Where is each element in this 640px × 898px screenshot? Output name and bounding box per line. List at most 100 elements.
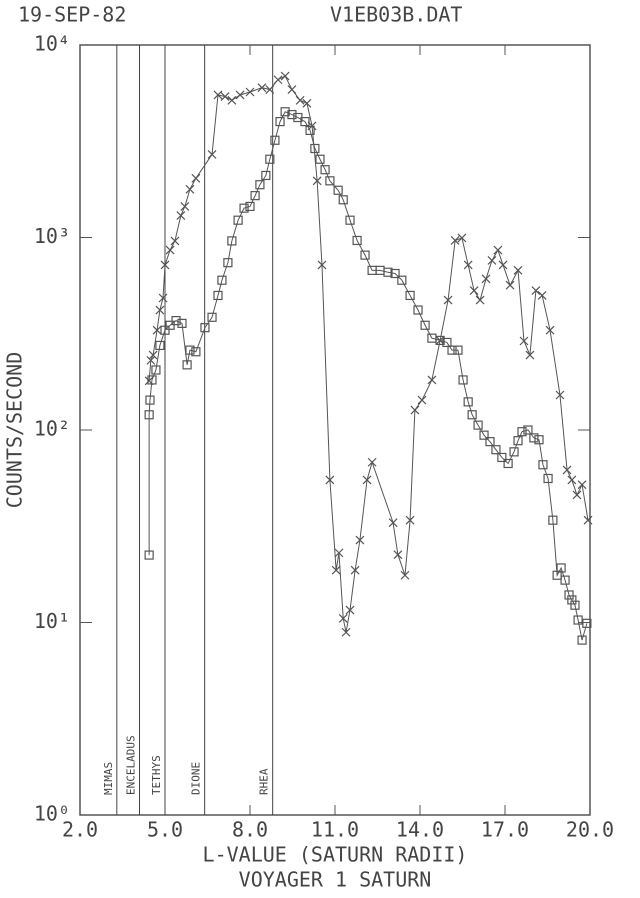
square-marker	[310, 143, 320, 154]
square-marker	[485, 437, 495, 447]
square-marker	[473, 420, 483, 430]
square-marker	[453, 345, 463, 355]
cross-marker	[170, 236, 180, 246]
square-marker	[517, 427, 527, 437]
square-marker	[534, 435, 544, 445]
square-marker	[573, 615, 583, 625]
square-marker	[413, 305, 423, 315]
square-marker	[497, 452, 507, 463]
cross-marker	[388, 518, 398, 528]
cross-marker	[545, 325, 555, 335]
cross-marker	[362, 475, 372, 485]
square-marker	[442, 337, 452, 348]
cross-marker	[469, 286, 479, 296]
square-marker	[509, 447, 519, 457]
cross-marker	[287, 85, 297, 94]
square-marker	[405, 290, 415, 301]
square-marker	[420, 320, 430, 330]
square-marker	[155, 340, 165, 351]
cross-marker	[334, 548, 344, 558]
square-marker	[491, 445, 501, 455]
square-marker	[151, 365, 161, 375]
x-tick-label: 17.0	[481, 818, 529, 842]
square-marker	[548, 515, 558, 525]
cross-marker	[562, 465, 572, 475]
square-marker	[165, 320, 175, 330]
cross-marker	[176, 211, 186, 220]
square-marker	[447, 345, 457, 355]
y-tick-label: 10¹	[34, 609, 70, 633]
cross-marker	[487, 256, 497, 265]
x-tick-label: 8.0	[232, 818, 268, 842]
cross-marker	[273, 75, 283, 85]
square-marker	[191, 347, 201, 357]
cross-marker	[341, 627, 351, 637]
square-marker	[560, 575, 570, 585]
subtitle: VOYAGER 1 SATURN	[239, 868, 432, 892]
cross-marker	[481, 274, 491, 284]
cross-marker	[450, 236, 460, 245]
cross-marker	[180, 202, 190, 211]
cross-marker	[152, 325, 162, 335]
cross-marker	[405, 515, 415, 525]
square-marker	[185, 345, 195, 355]
square-marker	[280, 107, 290, 117]
cross-marker	[295, 95, 305, 105]
cross-marker	[257, 83, 267, 93]
cross-marker	[583, 515, 593, 525]
cross-marker	[302, 98, 312, 108]
square-marker	[435, 335, 445, 346]
cross-marker	[498, 260, 508, 270]
x-tick-label: 14.0	[396, 818, 444, 842]
cross-marker	[148, 350, 158, 360]
square-marker	[352, 235, 362, 246]
square-marker	[239, 203, 249, 213]
square-marker	[300, 117, 310, 127]
cross-marker	[567, 475, 577, 485]
cross-marker	[235, 90, 245, 100]
square-marker	[577, 635, 587, 645]
square-marker	[147, 375, 157, 385]
square-marker	[255, 180, 265, 190]
square-marker	[144, 550, 154, 560]
cross-marker	[531, 286, 541, 296]
x-tick-label: 5.0	[147, 818, 183, 842]
square-marker	[467, 410, 477, 420]
cross-marker	[317, 260, 327, 270]
square-marker	[250, 191, 260, 201]
square-marker	[383, 267, 393, 277]
cross-marker	[505, 280, 515, 290]
cross-marker	[245, 87, 255, 97]
cross-marker	[312, 176, 322, 186]
square-marker	[217, 275, 227, 285]
square-marker	[227, 236, 237, 246]
square-marker	[270, 135, 280, 145]
cross-marker	[537, 291, 547, 300]
square-marker	[570, 600, 580, 610]
square-marker	[145, 395, 155, 405]
square-marker	[182, 360, 192, 370]
cross-marker	[519, 336, 529, 346]
cross-marker	[158, 293, 168, 303]
square-marker	[200, 323, 210, 333]
y-tick-label: 10⁰	[34, 802, 70, 826]
cross-marker	[393, 550, 403, 560]
cross-marker	[410, 405, 420, 415]
cross-marker	[367, 457, 377, 467]
cross-marker	[555, 390, 565, 400]
square-marker	[582, 618, 592, 628]
square-marker	[345, 215, 355, 225]
square-marker	[513, 436, 523, 446]
cross-marker	[443, 295, 453, 305]
square-marker	[233, 215, 243, 225]
series-line	[148, 75, 589, 633]
x-axis-label: L-VALUE (SATURN RADII)	[203, 843, 468, 867]
x-tick-label: 11.0	[311, 818, 359, 842]
cross-marker	[475, 295, 485, 305]
cross-marker	[577, 480, 587, 490]
square-marker	[538, 460, 548, 470]
square-marker	[275, 117, 285, 127]
square-marker	[463, 397, 473, 407]
square-marker	[144, 410, 154, 420]
